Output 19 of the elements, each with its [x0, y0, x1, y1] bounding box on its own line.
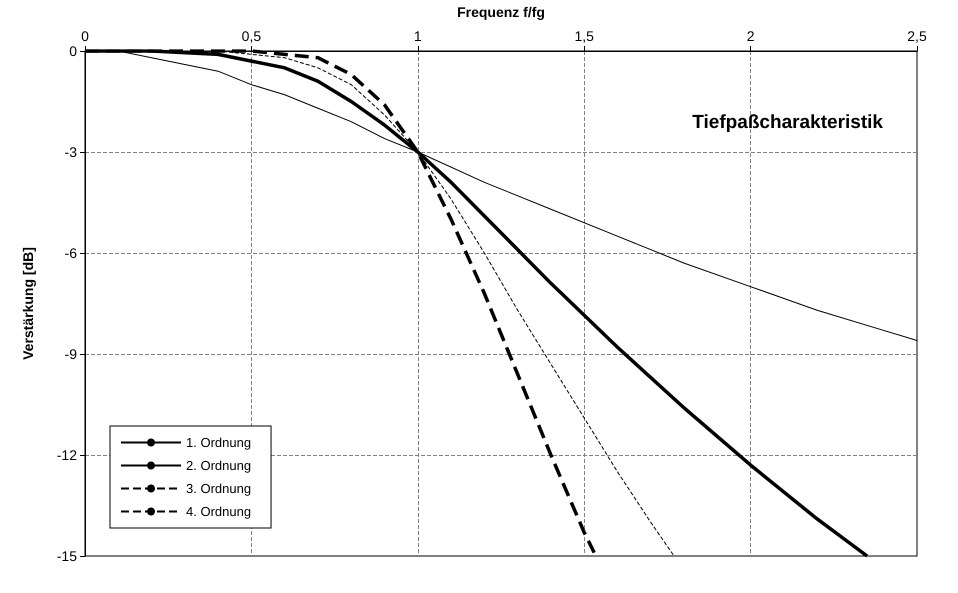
- legend-label: 1. Ordnung: [186, 435, 252, 450]
- legend-label: 3. Ordnung: [186, 481, 252, 496]
- x-tick-label: 0,5: [242, 28, 262, 44]
- x-tick-label: 2: [746, 28, 755, 44]
- y-tick-label: -15: [56, 548, 78, 564]
- x-tick-label: 2,5: [907, 28, 927, 44]
- text: Tiefpaßcharakteristik: [692, 112, 884, 133]
- x-tick-label: 1,5: [574, 28, 594, 44]
- x-axis-title: Frequenz f/fg: [457, 4, 545, 20]
- y-axis-title: Verstärkung [dB]: [20, 247, 36, 360]
- y-tick-label: -9: [64, 346, 78, 362]
- y-tick-label: -12: [56, 447, 78, 463]
- legend-label: 2. Ordnung: [186, 458, 252, 473]
- legend-label: 4. Ordnung: [186, 504, 252, 519]
- y-tick-label: -6: [64, 245, 78, 261]
- y-tick-label: 0: [69, 43, 78, 59]
- x-tick-label: 1: [414, 28, 422, 44]
- x-tick-label: 0: [81, 28, 90, 44]
- y-tick-label: -3: [64, 144, 78, 160]
